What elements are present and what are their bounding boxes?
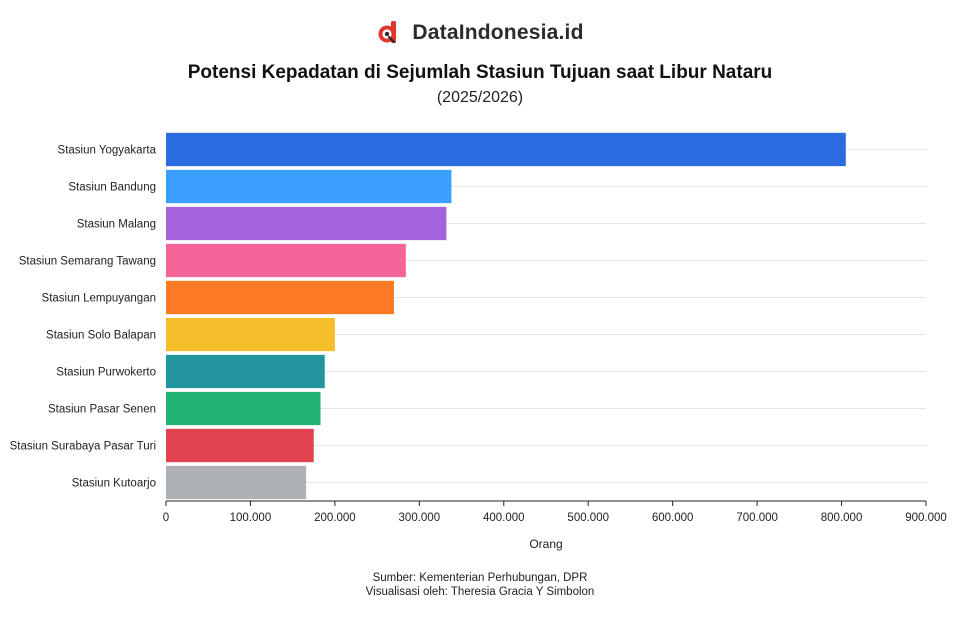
bar	[166, 132, 846, 167]
category-label: Stasiun Malang	[77, 219, 156, 231]
bar	[166, 465, 307, 500]
bar	[166, 243, 406, 278]
chart-footer: Sumber: Kementerian Perhubungan, DPR Vis…	[0, 571, 960, 599]
bar	[166, 280, 394, 315]
bar	[166, 354, 325, 389]
chart-title: Potensi Kepadatan di Sejumlah Stasiun Tu…	[187, 62, 773, 83]
x-axis-title: Orang	[529, 537, 562, 551]
bar	[166, 391, 321, 426]
category-label: Stasiun Surabaya Pasar Turi	[10, 441, 156, 453]
x-tick-label: 600.000	[652, 512, 694, 524]
source-note: Sumber: Kementerian Perhubungan, DPR	[372, 572, 588, 584]
brand-header: DataIndonesia.id	[0, 20, 960, 46]
category-label: Stasiun Lempuyangan	[42, 293, 156, 305]
bar	[166, 206, 447, 241]
bar	[166, 428, 314, 463]
bar	[166, 169, 452, 204]
category-label: Stasiun Pasar Senen	[48, 404, 156, 416]
category-label: Stasiun Semarang Tawang	[19, 256, 156, 268]
category-label: Stasiun Kutoarjo	[72, 478, 156, 490]
category-label: Stasiun Purwokerto	[56, 367, 156, 379]
category-label: Stasiun Bandung	[68, 182, 156, 194]
x-tick-label: 400.000	[483, 512, 525, 524]
x-tick-label: 500.000	[567, 512, 609, 524]
x-tick-label: 800.000	[821, 512, 863, 524]
brand-name: DataIndonesia.id	[412, 21, 584, 44]
category-label: Stasiun Yogyakarta	[58, 145, 157, 157]
visualization-credit: Visualisasi oleh: Theresia Gracia Y Simb…	[365, 586, 595, 598]
chart-subtitle: (2025/2026)	[436, 89, 524, 106]
x-tick-label: 900.000	[905, 512, 947, 524]
dataindonesia-logo-icon	[378, 21, 397, 44]
bar	[166, 317, 335, 352]
x-tick-label: 100.000	[230, 512, 272, 524]
x-tick-label: 200.000	[314, 512, 356, 524]
x-tick-label: 700.000	[736, 512, 778, 524]
category-label: Stasiun Solo Balapan	[46, 330, 156, 342]
x-tick-label: 0	[163, 512, 169, 524]
x-tick-label: 300.000	[399, 512, 441, 524]
